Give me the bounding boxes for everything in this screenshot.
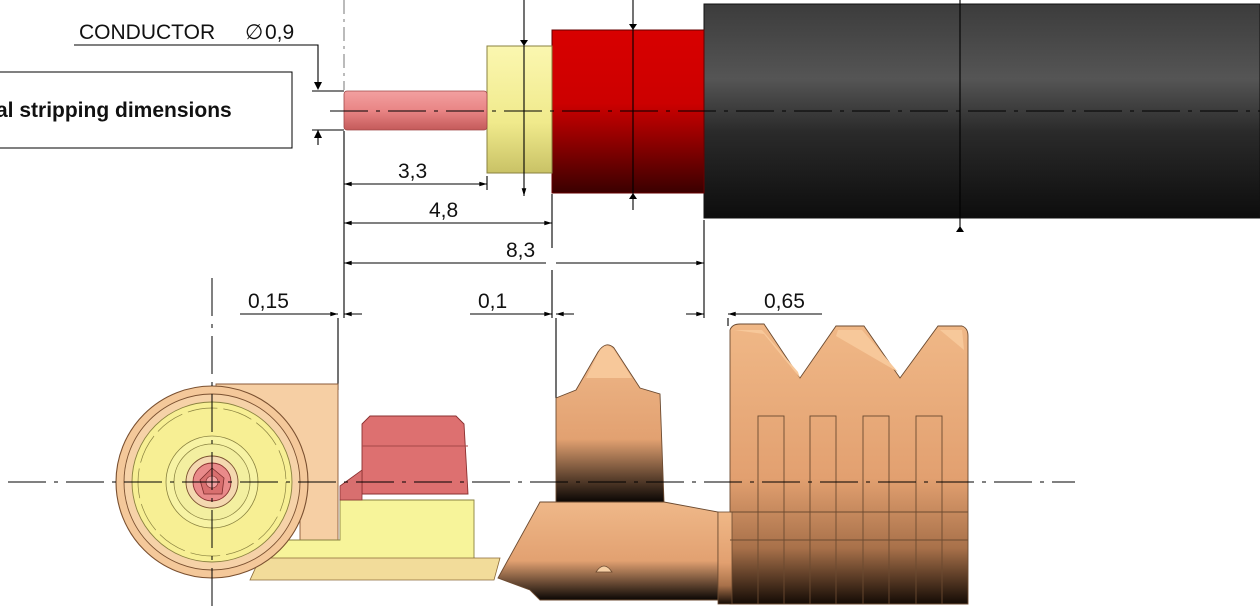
dimension-0-1-text: 0,1 — [478, 290, 507, 313]
contact-base-strip — [249, 557, 501, 581]
contact-end-view — [115, 385, 309, 579]
dimension-0-15-text: 0,15 — [248, 290, 289, 313]
dimension-4-8-text: 4,8 — [429, 199, 458, 222]
contact-insulation-crimp — [729, 323, 969, 605]
conductor-label-text: CONDUCTOR — [79, 21, 215, 44]
title-text: al stripping dimensions — [0, 99, 232, 122]
dimension-0-1: 0,1 — [470, 290, 574, 317]
dimension-8-3: 8,3 — [344, 239, 705, 270]
cable-dielectric — [486, 45, 553, 174]
conductor-label: CONDUCTOR ∅ 0,9 — [74, 21, 344, 145]
contact-conductor-crimp — [555, 344, 665, 503]
conductor-leader — [74, 44, 319, 88]
dimension-0-65: 0,65 — [686, 290, 822, 326]
contact-transition — [497, 501, 719, 601]
dimension-4-8: 4,8 — [344, 199, 553, 226]
title-box: al stripping dimensions — [0, 71, 293, 149]
dimension-3-3: 3,3 — [344, 160, 487, 187]
dimension-0-15: 0,15 — [240, 290, 362, 317]
contact-barrel-slots — [730, 415, 968, 605]
dimension-3-3-text: 3,3 — [398, 160, 427, 183]
dimension-0-65-text: 0,65 — [764, 290, 805, 313]
contact-terminal — [115, 323, 969, 605]
dimension-8-3-text: 8,3 — [506, 239, 535, 262]
diameter-symbol: ∅ — [245, 21, 263, 44]
conductor-diameter-value: 0,9 — [265, 21, 294, 44]
